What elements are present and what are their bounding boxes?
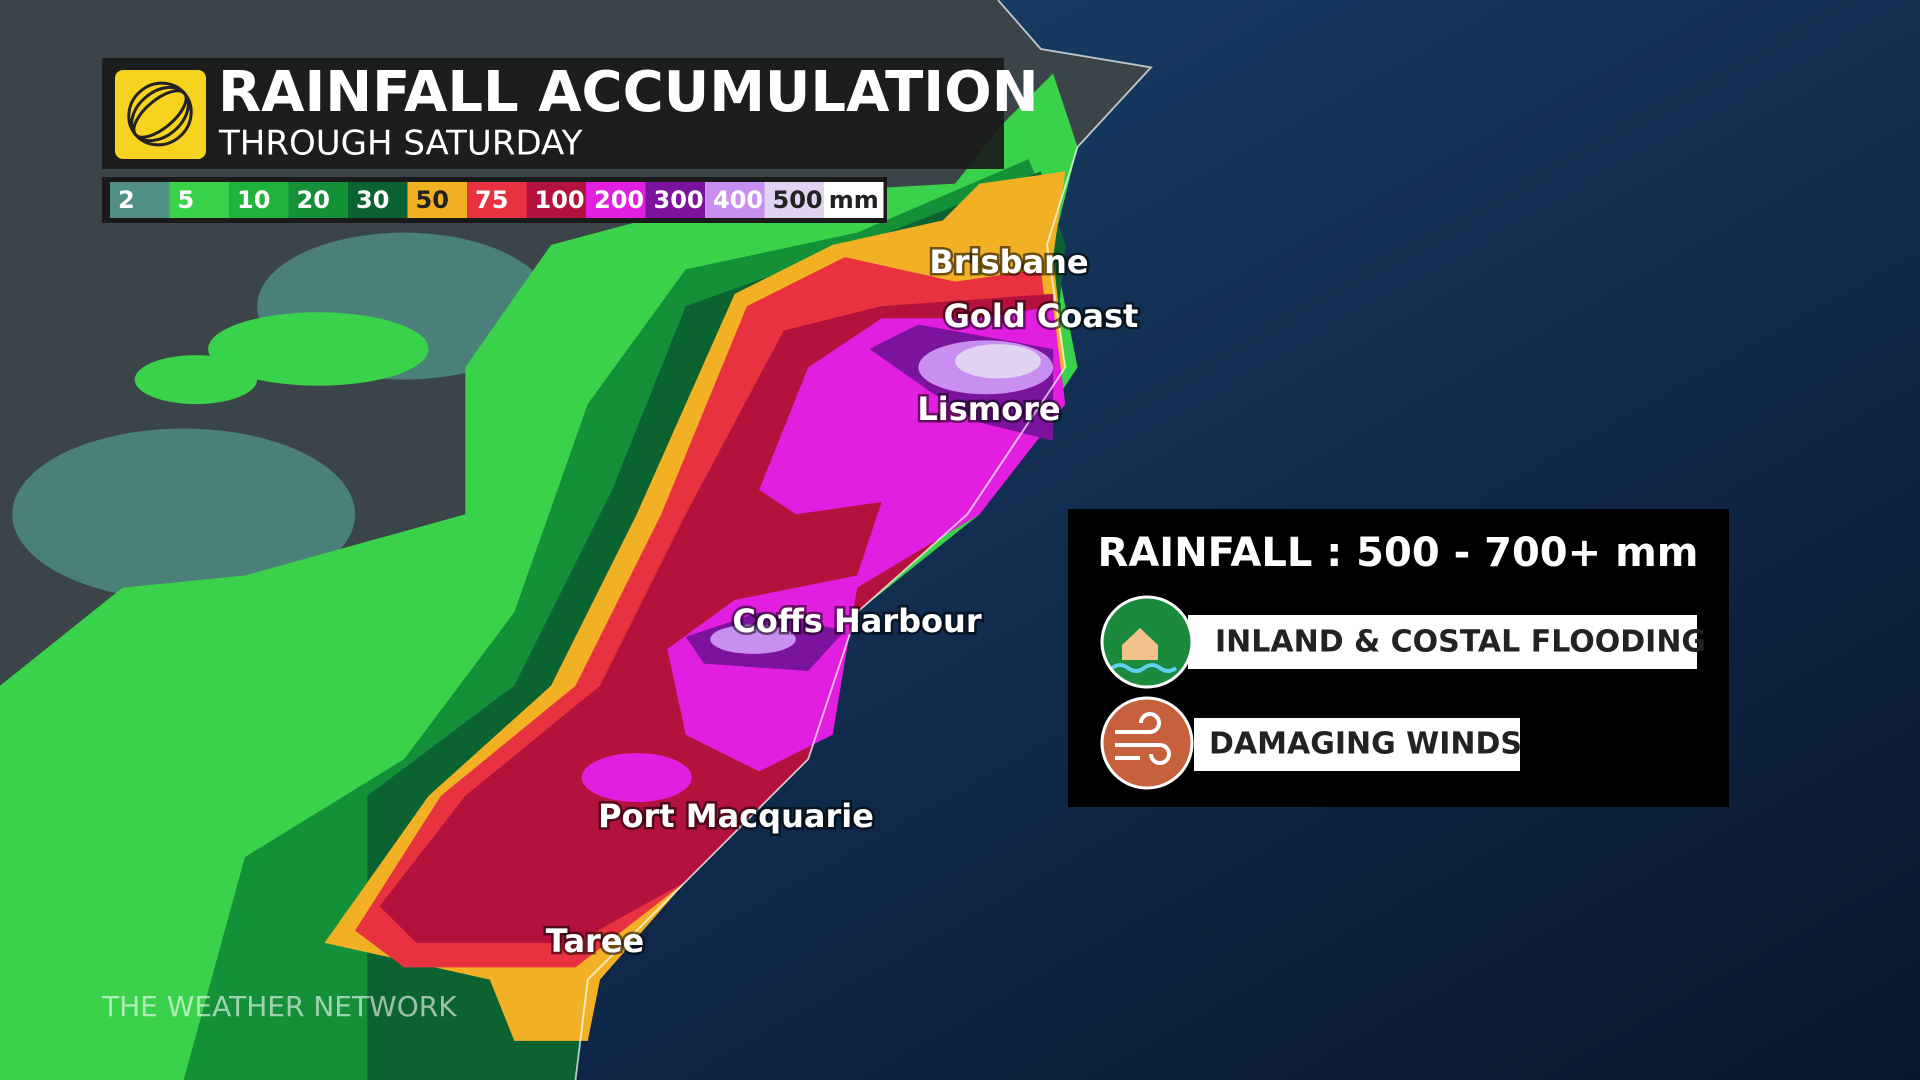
legend-swatch xyxy=(764,182,824,218)
house xyxy=(1122,628,1158,660)
legend-label: 20 xyxy=(297,186,330,214)
legend-swatch xyxy=(407,182,467,218)
city-label: Brisbane xyxy=(929,243,1088,281)
legend-label: 300 xyxy=(654,186,704,214)
legend-label: mm xyxy=(829,186,879,214)
legend-swatch xyxy=(586,182,646,218)
legend-label: 10 xyxy=(237,186,270,214)
city-label: Taree xyxy=(546,922,644,960)
legend-label: 200 xyxy=(594,186,644,214)
city-label: Lismore xyxy=(917,390,1060,428)
rain-400-b xyxy=(710,624,796,654)
legend: 2 5 10 20 30 50 75 100 200 300 400 500 mm xyxy=(110,182,884,218)
legend-swatch xyxy=(467,182,527,218)
water xyxy=(1110,663,1178,673)
rain-500 xyxy=(955,344,1041,379)
legend-swatch xyxy=(705,182,765,218)
hazard-label: INLAND & COSTAL FLOODING xyxy=(1215,625,1706,660)
legend-swatch xyxy=(229,182,289,218)
title-box xyxy=(102,58,1004,169)
legend-label: 400 xyxy=(713,186,763,214)
hazard-bar xyxy=(1194,718,1520,771)
rain-200-blob xyxy=(581,753,692,803)
info-title: RAINFALL : 500 - 700+ mm xyxy=(1098,530,1699,576)
legend-label: 100 xyxy=(535,186,585,214)
legend-swatch xyxy=(348,182,408,218)
title: RAINFALL ACCUMULATION xyxy=(218,60,1039,125)
city-label: Port Macquarie xyxy=(598,797,874,835)
watermark: THE WEATHER NETWORK xyxy=(101,990,457,1023)
logo-swirl xyxy=(127,81,193,147)
legend-swatch xyxy=(169,182,229,218)
coastline xyxy=(574,0,1153,1080)
legend-swatch xyxy=(824,182,884,218)
legend-swatch xyxy=(526,182,586,218)
legend-label: 500 xyxy=(773,186,823,214)
subtitle: THROUGH SATURDAY xyxy=(218,124,583,164)
hazard-bar xyxy=(1188,615,1697,669)
city-label: Gold Coast xyxy=(944,297,1139,335)
legend-label: 75 xyxy=(475,186,508,214)
wind-swirl xyxy=(1115,712,1171,765)
rain-5-blobs xyxy=(134,312,429,405)
legend-label: 5 xyxy=(178,186,195,214)
legend-swatch xyxy=(110,182,170,218)
legend-label: 2 xyxy=(118,186,135,214)
legend-swatch xyxy=(645,182,705,218)
city-label: Coffs Harbour xyxy=(732,602,981,640)
legend-label: 50 xyxy=(416,186,449,214)
legend-swatch xyxy=(288,182,348,218)
hazard-label: DAMAGING WINDS xyxy=(1209,727,1522,762)
map xyxy=(0,0,1153,1080)
legend-label: 30 xyxy=(356,186,389,214)
